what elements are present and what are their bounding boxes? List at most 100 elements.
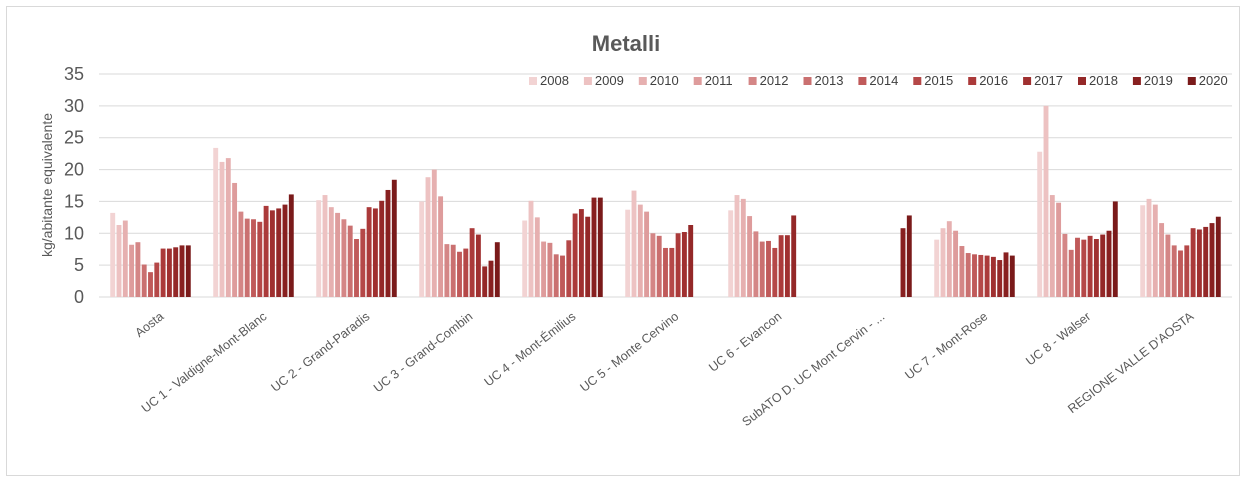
bar-2014 xyxy=(251,219,256,297)
bar-2011 xyxy=(1056,202,1062,297)
bar-2009 xyxy=(940,228,946,297)
x-tick-label: UC 4 - Mont-Émilius xyxy=(481,309,578,390)
bar-2014 xyxy=(766,240,771,297)
bar-2008 xyxy=(213,147,219,297)
bar-2009 xyxy=(528,200,534,297)
bar-2016 xyxy=(366,207,372,297)
bar-2015 xyxy=(360,228,366,297)
legend-label: 2010 xyxy=(650,73,679,88)
y-tick-label: 35 xyxy=(64,64,84,84)
bar-2018 xyxy=(791,215,797,297)
y-tick-label: 25 xyxy=(64,128,84,148)
bar-2017 xyxy=(990,256,996,297)
bar-2009 xyxy=(116,225,122,297)
bar-2009 xyxy=(322,195,328,297)
bar-2008 xyxy=(419,201,425,297)
bar-2018 xyxy=(173,247,179,297)
legend-label: 2011 xyxy=(705,73,733,88)
bar-2020 xyxy=(597,197,603,297)
bar-2011 xyxy=(1159,223,1165,297)
bar-2016 xyxy=(469,228,475,297)
bar-2019 xyxy=(1106,230,1112,297)
chart-title: Metalli xyxy=(592,31,660,56)
bar-2009 xyxy=(1146,198,1152,297)
bar-2012 xyxy=(444,244,450,297)
legend-swatch xyxy=(693,77,702,85)
legend-label: 2017 xyxy=(1034,73,1063,88)
bar-2018 xyxy=(1203,226,1209,297)
bar-2011 xyxy=(129,244,135,297)
bar-2009 xyxy=(1043,105,1049,297)
bar-2015 xyxy=(669,247,675,297)
y-tick-label: 10 xyxy=(64,223,84,243)
bar-2011 xyxy=(747,216,753,297)
bar-2010 xyxy=(431,169,437,297)
bar-2010 xyxy=(1152,204,1158,297)
bar-2012 xyxy=(238,211,244,297)
legend-swatch xyxy=(1132,77,1141,85)
bar-2017 xyxy=(269,210,275,297)
bar-2019 xyxy=(1209,223,1215,297)
legend-swatch xyxy=(803,77,812,85)
bar-2019 xyxy=(385,189,391,297)
legend-swatch xyxy=(1078,77,1086,85)
bar-2013 xyxy=(347,225,353,297)
bar-2020 xyxy=(1009,255,1015,297)
bar-2017 xyxy=(475,234,481,297)
bar-2009 xyxy=(219,161,225,297)
bar-2013 xyxy=(759,241,765,297)
bar-2010 xyxy=(637,204,643,297)
bar-2017 xyxy=(1196,229,1202,297)
bar-2014 xyxy=(457,251,462,297)
bar-2015 xyxy=(978,254,984,297)
y-tick-label: 30 xyxy=(64,96,84,116)
bar-2013 xyxy=(1068,249,1074,297)
legend-swatch xyxy=(858,77,867,85)
bar-2016 xyxy=(1190,228,1196,297)
bar-2013 xyxy=(553,254,559,297)
bar-2010 xyxy=(740,198,746,297)
bar-2018 xyxy=(482,266,488,297)
y-tick-label: 0 xyxy=(74,287,84,307)
legend-swatch xyxy=(583,77,592,85)
legend-label: 2012 xyxy=(760,73,789,88)
bar-2018 xyxy=(379,200,385,297)
bar-2016 xyxy=(778,235,784,297)
legend-swatch xyxy=(1187,77,1196,85)
legend: 2008 2009 2010 2011 2012 2013 2014 2015 2016 2017… xyxy=(529,73,1228,88)
bar-2009 xyxy=(734,195,740,297)
bar-2014 xyxy=(148,272,153,297)
legend-label: 2020 xyxy=(1199,73,1228,88)
legend-swatch xyxy=(529,77,537,85)
bar-2020 xyxy=(1215,216,1221,297)
legend-label: 2014 xyxy=(869,73,898,88)
bar-2011 xyxy=(644,211,650,297)
x-tick-label: UC 8 - Walser xyxy=(1023,309,1093,368)
bar-2012 xyxy=(959,246,965,297)
legend-swatch xyxy=(638,77,647,85)
bar-2017 xyxy=(1093,239,1099,297)
x-tick-label: Aosta xyxy=(133,309,167,340)
bar-2012 xyxy=(753,231,759,297)
x-tick-label: UC 2 - Grand-Paradis xyxy=(268,309,372,394)
bar-2018 xyxy=(585,216,591,297)
bar-2020 xyxy=(906,215,912,297)
legend-label: 2009 xyxy=(595,73,624,88)
chart-frame xyxy=(6,6,1240,476)
bar-2013 xyxy=(1171,245,1177,297)
legend-label: 2013 xyxy=(815,73,844,88)
bar-2019 xyxy=(282,204,288,297)
bar-2015 xyxy=(1081,239,1087,297)
bar-2010 xyxy=(328,207,334,297)
bar-2020 xyxy=(185,245,191,297)
bar-2017 xyxy=(166,248,172,297)
bar-2018 xyxy=(276,208,282,297)
y-tick-label: 20 xyxy=(64,160,84,180)
bar-2009 xyxy=(631,190,637,297)
legend-swatch xyxy=(1023,77,1032,85)
x-tick-label: UC 3 - Grand-Combin xyxy=(371,309,475,395)
bar-2008 xyxy=(316,200,322,297)
bar-2016 xyxy=(160,248,166,297)
bars xyxy=(110,105,1221,297)
